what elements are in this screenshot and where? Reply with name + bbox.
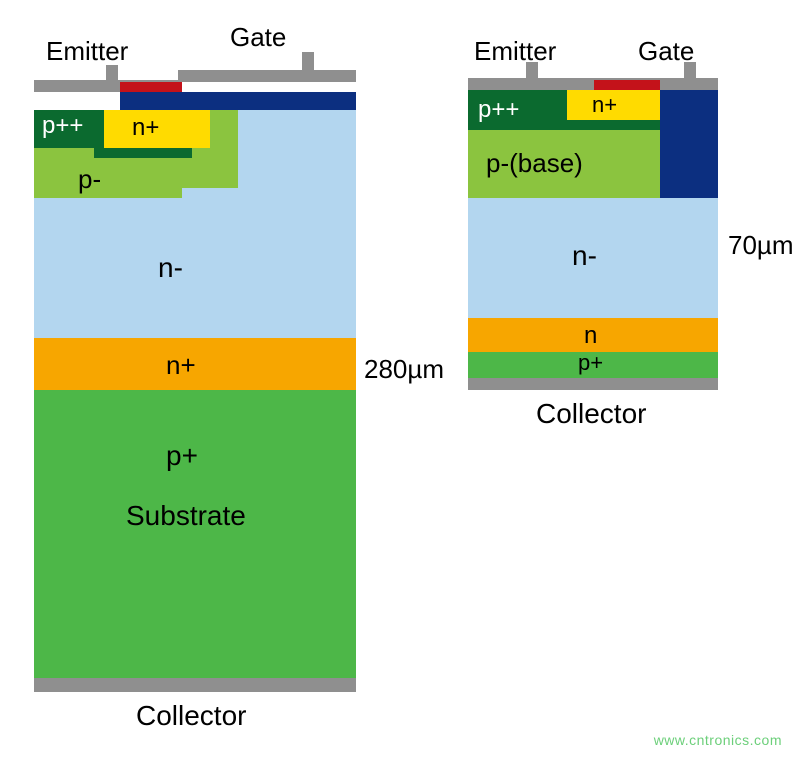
left-emitter-pin xyxy=(106,65,118,81)
left-substrate-text: Substrate xyxy=(126,500,246,532)
left-emitter-label: Emitter xyxy=(46,36,128,67)
right-top-contact xyxy=(468,78,718,90)
left-collector-label: Collector xyxy=(136,700,246,732)
right-p-base-text: p-(base) xyxy=(486,148,583,179)
right-emitter-label: Emitter xyxy=(474,36,556,67)
right-navy-trench xyxy=(660,90,718,198)
right-emitter-pin xyxy=(526,62,538,78)
left-thickness-label: 280µm xyxy=(364,354,444,385)
left-navy-strip xyxy=(120,92,356,110)
left-n-minus-text: n- xyxy=(158,252,183,284)
right-n-minus-text: n- xyxy=(572,240,597,272)
right-collector-label: Collector xyxy=(536,398,646,430)
left-top-contact-gate xyxy=(178,70,356,82)
left-p-plus-substrate-layer xyxy=(34,390,356,678)
left-p-plus-plus-text: p++ xyxy=(42,112,83,140)
right-p-plus-text: p+ xyxy=(578,350,603,376)
left-gate-label: Gate xyxy=(230,22,286,53)
right-bottom-contact xyxy=(468,378,718,390)
left-n-plus-buffer-text: n+ xyxy=(166,350,196,381)
left-bottom-contact xyxy=(34,678,356,692)
right-n-buffer-text: n xyxy=(584,322,597,350)
right-n-plus-top-text: n+ xyxy=(592,92,617,118)
watermark-text: www.cntronics.com xyxy=(654,732,782,748)
left-p-minus-text: p- xyxy=(78,164,101,195)
left-p-plus-text: p+ xyxy=(166,440,198,472)
left-gate-pin xyxy=(302,52,314,70)
left-n-plus-top-text: n+ xyxy=(132,114,159,142)
diagram-stage: Emitter Gate p++ n+ p- n- n+ p+ Substrat… xyxy=(0,0,800,762)
left-dark-green-lip xyxy=(94,148,192,158)
right-gate-pin xyxy=(684,62,696,78)
right-thickness-label: 70µm xyxy=(728,230,794,261)
right-p-plus-plus-text: p++ xyxy=(478,96,519,124)
